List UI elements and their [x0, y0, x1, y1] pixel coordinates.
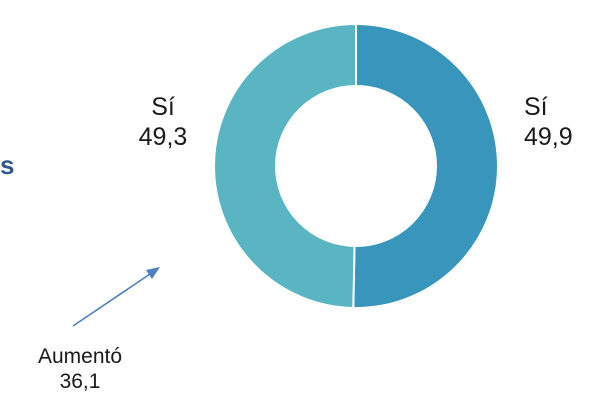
- slice-right-category: Sí: [524, 93, 548, 121]
- cropped-text-fragment: s: [0, 150, 15, 180]
- donut-slice-left: [213, 22, 357, 309]
- annotation-category: Aumentó: [37, 345, 123, 368]
- annotation-arrow-head: [146, 267, 160, 279]
- slice-label-left: Sí 49,3: [130, 92, 196, 152]
- annotation-arrow-line: [72, 273, 151, 327]
- slice-left-value: 49,3: [138, 123, 188, 151]
- slice-right-value: 49,9: [524, 123, 573, 151]
- slice-label-right: Sí 49,9: [524, 92, 584, 152]
- donut-slice-right: [352, 22, 500, 309]
- annotation-label: Aumentó 36,1: [20, 344, 140, 394]
- slice-left-category: Sí: [151, 93, 175, 121]
- annotation-value: 36,1: [59, 370, 101, 394]
